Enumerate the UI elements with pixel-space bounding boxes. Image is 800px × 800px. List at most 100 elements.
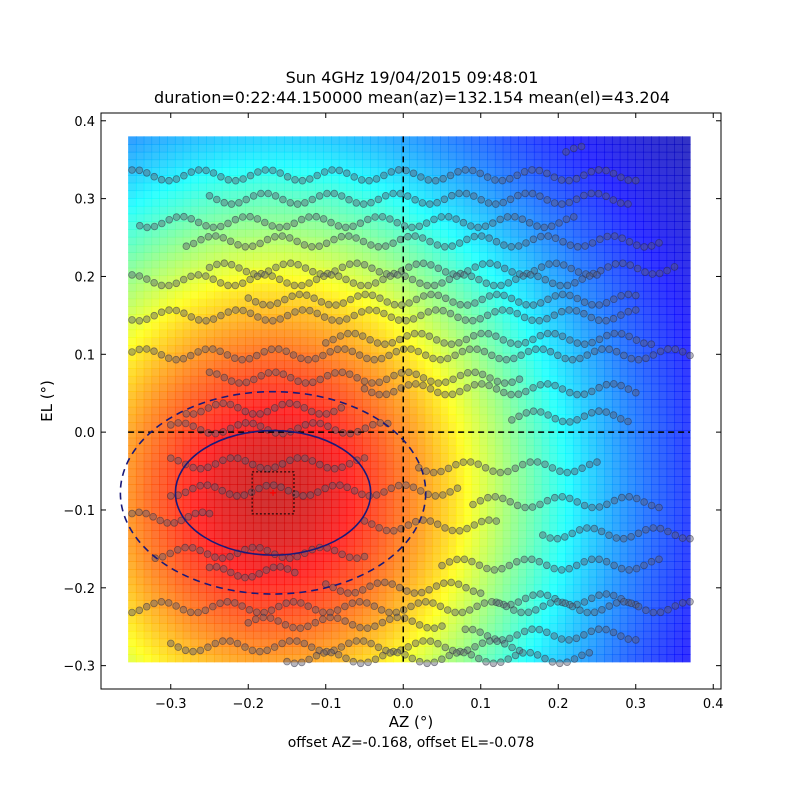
heatmap-cell [463, 607, 473, 616]
heatmap-cell [650, 584, 660, 593]
heatmap-cell [377, 383, 387, 392]
heatmap-cell [362, 221, 371, 230]
heatmap-cell [260, 244, 270, 253]
heatmap-cell [213, 545, 223, 555]
heatmap-cell [682, 306, 691, 315]
heatmap-cell [213, 275, 223, 284]
heatmap-cell [167, 321, 176, 331]
heatmap-cell [135, 530, 145, 539]
heatmap-cell [455, 545, 465, 555]
scan-point [283, 173, 292, 181]
heatmap-cell [650, 576, 660, 586]
heatmap-cell [658, 190, 668, 199]
heatmap-cell [510, 283, 519, 292]
heatmap-cell [174, 638, 184, 647]
heatmap-cell [682, 545, 691, 555]
heatmap-cell [533, 259, 543, 269]
heatmap-cell [182, 229, 192, 238]
heatmap-cell [510, 406, 519, 416]
heatmap-cell [596, 144, 605, 153]
heatmap-cell [604, 576, 613, 586]
heatmap-cell [292, 460, 301, 470]
heatmap-cell [557, 476, 566, 485]
heatmap-cell [128, 151, 137, 161]
heatmap-cell [237, 344, 246, 354]
heatmap-cell [494, 352, 504, 362]
heatmap-cell [174, 584, 184, 593]
heatmap-cell [471, 321, 480, 331]
heatmap-cell [299, 468, 309, 477]
heatmap-cell [487, 182, 496, 192]
heatmap-cell [268, 267, 277, 277]
heatmap-cell [510, 561, 519, 570]
heatmap-cell [424, 522, 434, 532]
heatmap-cell [362, 553, 371, 562]
heatmap-cell [611, 244, 621, 253]
heatmap-cell [221, 599, 231, 609]
heatmap-cell [245, 221, 254, 230]
heatmap-cell [213, 406, 223, 416]
heatmap-cell [276, 569, 285, 578]
heatmap-cell [650, 205, 660, 215]
heatmap-cell [315, 569, 324, 578]
heatmap-cell [206, 476, 215, 485]
heatmap-cell [229, 151, 238, 161]
heatmap-cell [276, 607, 285, 616]
heatmap-cell [401, 391, 410, 400]
heatmap-cell [611, 545, 621, 555]
heatmap-cell [206, 136, 215, 145]
heatmap-cell [448, 205, 457, 215]
heatmap-cell [159, 569, 168, 578]
heatmap-cell [143, 314, 153, 323]
heatmap-cell [580, 190, 590, 199]
heatmap-cell [674, 144, 683, 153]
heatmap-cell [635, 329, 644, 338]
heatmap-cell [572, 584, 582, 593]
heatmap-cell [252, 599, 262, 609]
heatmap-cell [401, 321, 410, 331]
heatmap-cell [572, 151, 582, 161]
heatmap-cell [323, 445, 332, 454]
heatmap-cell [393, 491, 402, 501]
heatmap-cell [471, 151, 480, 161]
heatmap-cell [284, 545, 293, 555]
heatmap-cell [533, 399, 543, 408]
heatmap-cell [198, 499, 207, 508]
heatmap-cell [557, 259, 566, 269]
heatmap-cell [557, 298, 566, 307]
heatmap-cell [650, 545, 660, 555]
heatmap-cell [596, 205, 605, 215]
scan-point [261, 166, 270, 174]
heatmap-cell [354, 383, 363, 392]
heatmap-cell [385, 599, 395, 609]
heatmap-cell [206, 213, 215, 222]
heatmap-cell [479, 414, 488, 423]
heatmap-cell [167, 437, 176, 447]
heatmap-cell [596, 476, 605, 485]
heatmap-cell [650, 499, 660, 508]
heatmap-cell [284, 329, 293, 338]
heatmap-cell [276, 174, 285, 184]
heatmap-cell [346, 437, 356, 447]
heatmap-cell [198, 290, 207, 300]
heatmap-cell [276, 623, 285, 632]
heatmap-cell [471, 638, 480, 647]
heatmap-cell [338, 190, 348, 199]
heatmap-cell [440, 174, 449, 184]
heatmap-cell [682, 630, 691, 640]
heatmap-cell [440, 267, 449, 277]
heatmap-cell [627, 151, 636, 161]
heatmap-cell [143, 205, 153, 215]
heatmap-cell [385, 530, 395, 539]
heatmap-cell [385, 468, 395, 477]
heatmap-cell [128, 638, 137, 647]
heatmap-cell [385, 615, 395, 624]
heatmap-cell [143, 167, 153, 176]
heatmap-cell [674, 360, 683, 369]
heatmap-cell [190, 429, 199, 439]
heatmap-cell [190, 414, 199, 423]
heatmap-cell [455, 399, 465, 408]
heatmap-cell [174, 514, 184, 524]
heatmap-cell [206, 360, 215, 369]
heatmap-cell [549, 576, 558, 586]
